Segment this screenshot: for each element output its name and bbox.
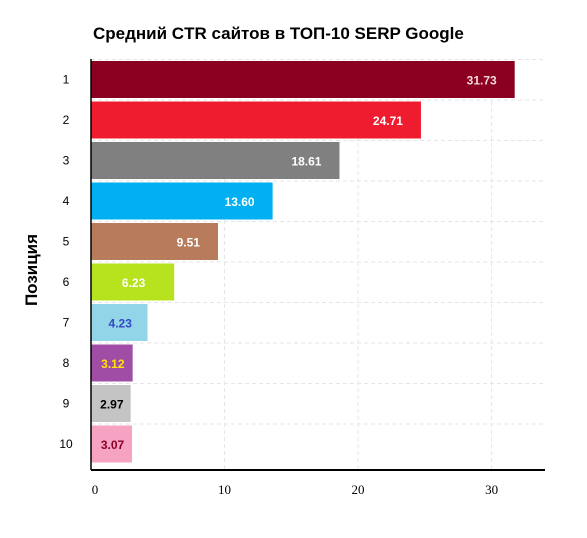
value-label: 2.97	[100, 398, 124, 412]
y-tick-labels: 1 2 3 4 5 6 7 8 9 10	[59, 73, 73, 452]
x-tick-label: 20	[352, 482, 365, 497]
bar-position-1	[91, 61, 515, 98]
y-tick-label: 4	[63, 194, 70, 208]
y-tick-label: 3	[63, 154, 70, 168]
value-label: 3.07	[101, 438, 125, 452]
gridlines	[91, 59, 545, 470]
bars	[91, 61, 515, 463]
bar-position-7	[91, 304, 148, 341]
bar-position-8	[91, 344, 133, 382]
y-tick-label: 2	[63, 113, 70, 127]
y-tick-label: 10	[59, 437, 73, 451]
y-tick-label: 7	[63, 316, 70, 330]
x-tick-labels: 0 10 20 30	[92, 482, 498, 497]
y-tick-label: 8	[63, 356, 70, 370]
y-tick-label: 6	[63, 275, 70, 289]
bar-position-4	[91, 182, 273, 220]
y-tick-label: 1	[63, 73, 70, 87]
y-tick-label: 5	[63, 235, 70, 249]
bar-position-5	[91, 223, 218, 260]
bar-position-6	[91, 263, 175, 301]
bar-position-3	[91, 142, 340, 179]
x-tick-label: 10	[218, 482, 231, 497]
value-label: 13.60	[225, 195, 255, 209]
bar-position-9	[91, 385, 131, 422]
y-axis-label: Позиция	[22, 234, 41, 306]
bar-position-2	[91, 101, 421, 139]
chart-title: Средний CTR сайтов в ТОП-10 SERP Google	[93, 24, 464, 43]
bar-position-10	[91, 425, 132, 463]
y-tick-label: 9	[63, 397, 70, 411]
value-label: 18.61	[291, 155, 321, 169]
value-labels: 31.73 24.71 18.61 13.60 9.51 6.23 4.23 3.12 2.97…	[100, 74, 497, 453]
x-tick-label: 30	[485, 482, 498, 497]
value-label: 4.23	[109, 317, 133, 331]
x-tick-label: 0	[92, 482, 99, 497]
value-label: 24.71	[373, 114, 403, 128]
value-label: 6.23	[122, 276, 146, 290]
value-label: 9.51	[177, 236, 201, 250]
value-label: 31.73	[467, 74, 497, 88]
value-label: 3.12	[101, 357, 125, 371]
